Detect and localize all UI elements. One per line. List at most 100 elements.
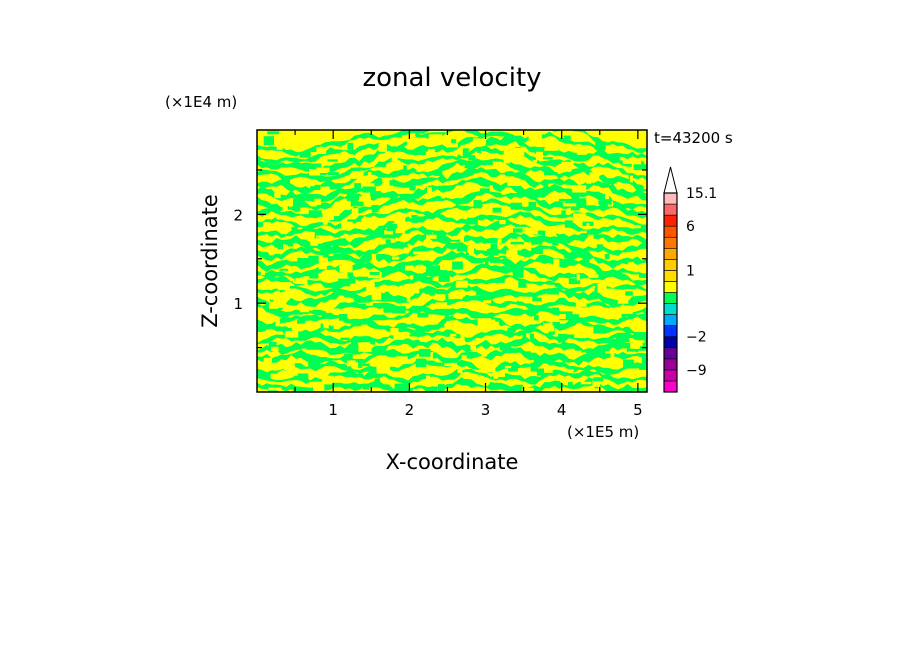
field-patch [497,239,502,244]
field-patch [263,136,274,146]
field-patch [530,362,538,372]
field-band [257,335,647,356]
field-patch [617,297,629,304]
field-patch [592,380,601,387]
field-patch [559,224,567,229]
field-patch [533,358,547,364]
field-patch [568,381,573,387]
field-patch [612,309,622,318]
field-patch [390,328,399,336]
field-patch [295,278,308,284]
field-patch [368,273,382,279]
field-patch [426,375,431,381]
colorbar: 15.1 6 1 −2 −9 [663,166,717,393]
field-patch [429,291,435,296]
field-patch [415,131,420,136]
field-patch [525,227,538,235]
field-patch [620,305,633,314]
field-patch [409,334,418,337]
field-patch [318,261,327,270]
field-patch [268,390,278,392]
field-patch [384,230,394,235]
field-patch [573,213,587,221]
field-patch [622,159,634,164]
field-patch [508,366,518,372]
field-patch [510,202,522,210]
field-patch [595,141,606,151]
colorbar-swatch [663,347,678,360]
field-patch [316,235,327,238]
field-patch [407,137,419,146]
field-patch [572,185,587,193]
field-patch [452,261,463,270]
field-patch [461,354,467,361]
field-patch [404,265,414,271]
field-patch [570,203,580,211]
field-patch [417,342,425,346]
field-patch [362,186,376,193]
field-patch [374,378,381,387]
field-patch [580,230,587,234]
field-band [257,369,647,386]
colorbar-overflow-arrow [663,166,678,194]
field-patch [271,358,278,363]
field-patch [614,156,620,161]
field-patch [309,169,320,176]
field-patch [575,302,587,307]
field-patch [529,297,542,302]
field-patch [351,170,364,177]
colorbar-swatch [663,236,678,249]
field-band [257,231,647,261]
field-patch [593,325,606,334]
field-patch [522,331,527,340]
field-patch [330,209,340,217]
field-patch [593,377,603,382]
field-patch [487,248,499,256]
field-patch [382,177,393,183]
field-patch [610,351,615,359]
field-patch [601,288,615,295]
field-patch [326,308,340,313]
field-patch [530,346,544,349]
field-patch [291,312,303,315]
heatmap-field [257,130,647,392]
field-patch [528,133,542,142]
field-patch [437,384,445,392]
field-patch [499,220,506,225]
colorbar-frame [663,192,678,393]
field-patch [456,246,470,252]
field-patch [574,333,587,339]
field-patch [291,226,298,232]
time-label: t=43200 s [654,129,733,147]
field-patch [378,143,387,152]
field-patch [369,340,376,345]
field-patch [403,242,408,248]
field-patch [353,320,366,326]
field-patch [559,311,573,321]
field-patch [503,149,513,156]
field-patch [361,324,368,327]
field-patch [561,210,566,217]
colorbar-swatch [663,369,678,382]
field-patch [605,351,614,354]
field-patch [367,172,372,179]
field-patch [552,237,559,246]
y-axis: 12 [233,169,647,349]
chart-title: zonal velocity [362,63,541,93]
colorbar-swatch [663,325,678,338]
field-patch [263,357,274,366]
y-axis-label: Z-coordinate [198,194,222,328]
field-patch [383,305,394,313]
field-patch [446,143,458,148]
field-patch [360,391,374,392]
field-patch [440,308,452,315]
field-patch [457,154,461,160]
field-patch [274,192,281,199]
field-patch [369,272,380,275]
field-patch [512,235,518,239]
colorbar-label: 15.1 [686,186,717,202]
field-patch [490,321,499,330]
field-patch [295,262,304,267]
plot-frame [256,129,648,393]
field-patch [315,147,326,154]
